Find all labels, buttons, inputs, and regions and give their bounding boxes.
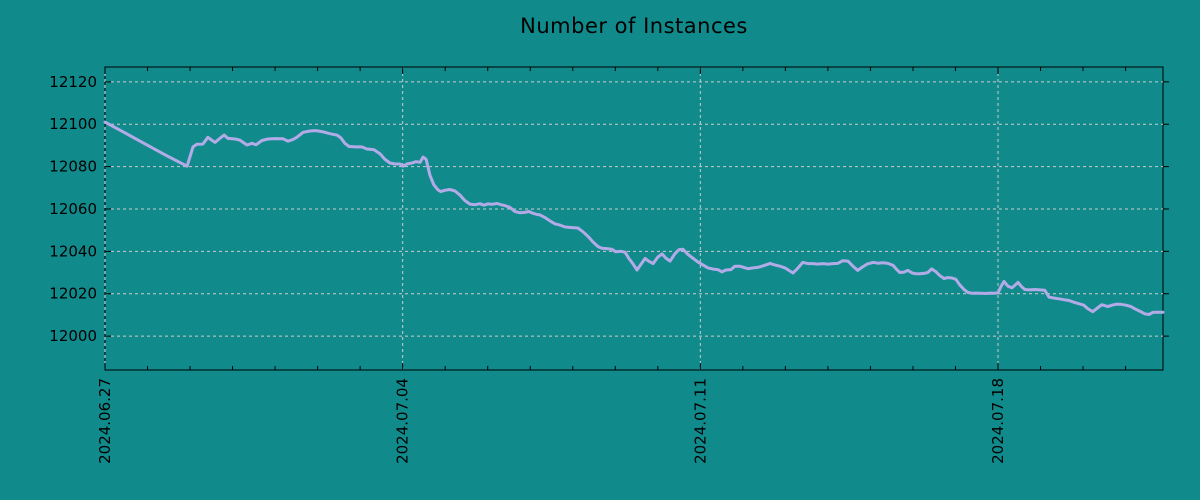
y-tick-label: 12080 bbox=[49, 158, 97, 176]
y-tick-label: 12040 bbox=[49, 242, 97, 260]
y-tick-label: 12000 bbox=[49, 327, 97, 345]
chart-title: Number of Instances bbox=[520, 14, 748, 38]
y-tick-label: 12020 bbox=[49, 285, 97, 303]
gridlines bbox=[104, 67, 1163, 370]
y-tick-label: 12060 bbox=[49, 200, 97, 218]
x-tick-label: 2024.07.18 bbox=[989, 378, 1007, 464]
x-axis-labels: 2024.06.27 2024.07.04 2024.07.11 2024.07.18 bbox=[96, 378, 1007, 464]
x-tick-label: 2024.07.04 bbox=[394, 378, 412, 464]
y-axis-labels: 12000 12020 12040 12060 12080 12100 12120 bbox=[49, 73, 97, 345]
y-tick-label: 12100 bbox=[49, 115, 97, 133]
axis-ticks bbox=[104, 67, 1169, 370]
y-tick-label: 12120 bbox=[49, 73, 97, 91]
data-line bbox=[103, 120, 1165, 316]
plot-border bbox=[104, 66, 1164, 371]
x-tick-label: 2024.07.11 bbox=[691, 378, 709, 464]
x-tick-label: 2024.06.27 bbox=[96, 378, 114, 464]
